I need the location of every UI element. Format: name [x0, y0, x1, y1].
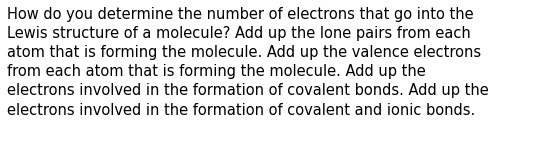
- Text: How do you determine the number of electrons that go into the
Lewis structure of: How do you determine the number of elect…: [7, 7, 488, 118]
